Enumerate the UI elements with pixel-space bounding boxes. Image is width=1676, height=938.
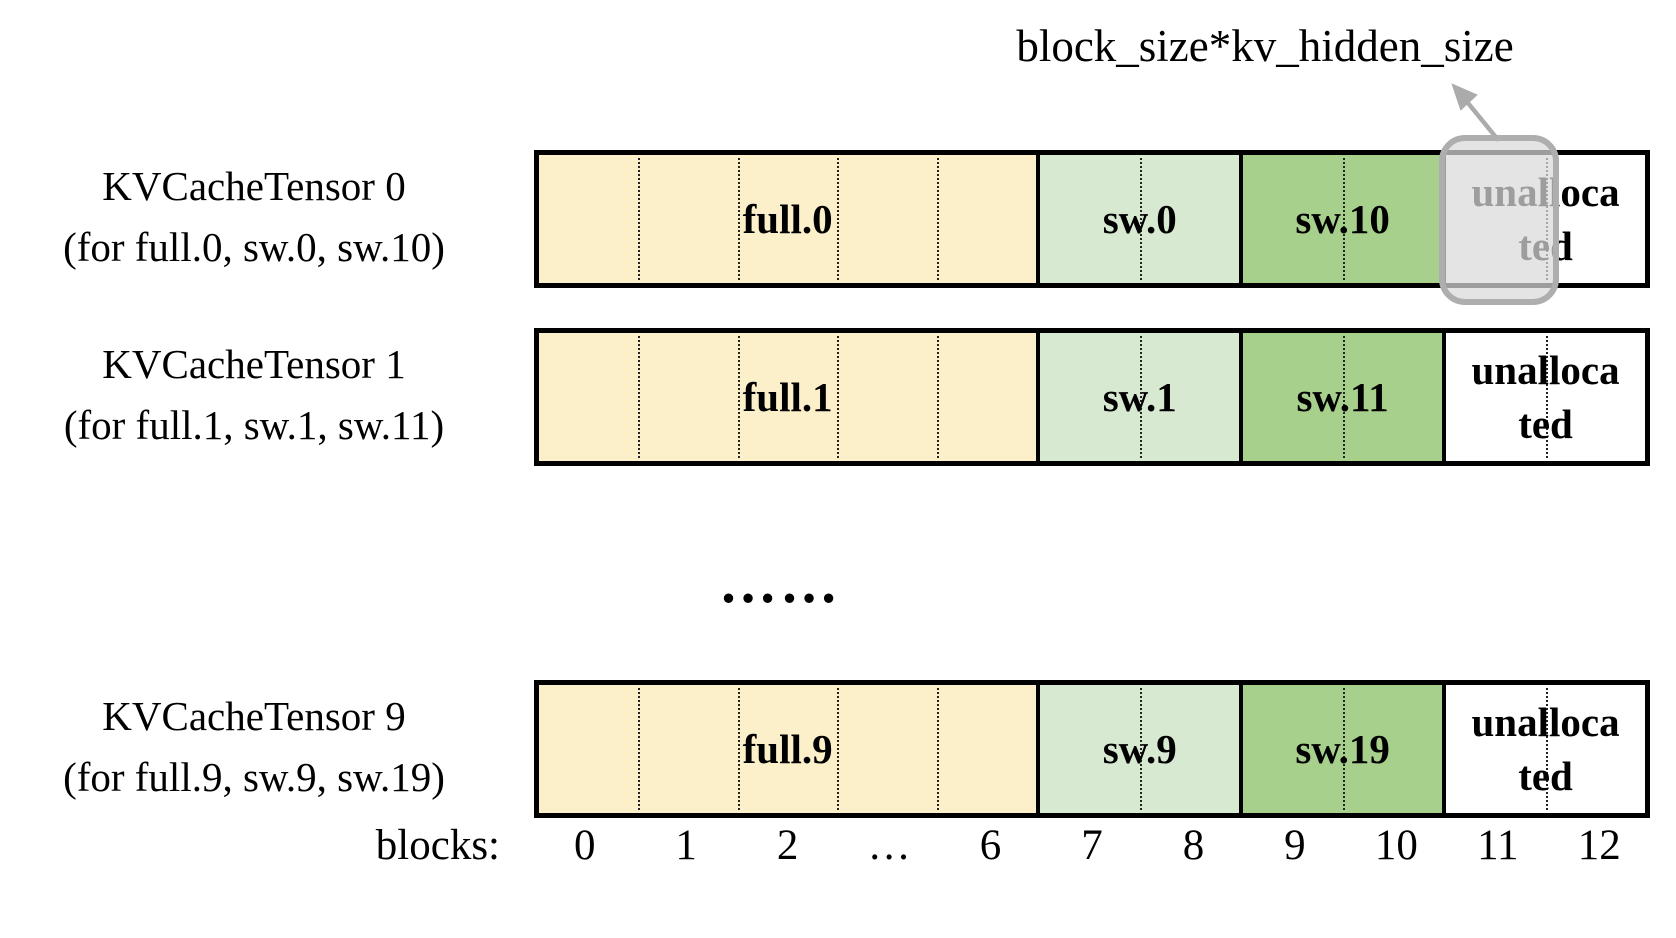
block-divider-dotted	[837, 688, 840, 810]
row-title: KVCacheTensor 0	[102, 163, 406, 209]
axis-label-block-7: 7	[1081, 822, 1103, 869]
axis-label-block-…: …	[867, 822, 911, 869]
row-label: KVCacheTensor 1 (for full.1, sw.1, sw.11)	[8, 334, 500, 456]
block-divider-dotted	[1139, 688, 1142, 810]
block-divider-dotted	[936, 158, 939, 280]
row-label: KVCacheTensor 0 (for full.0, sw.0, sw.10)	[8, 156, 500, 278]
segment-label: sw.1	[1040, 333, 1239, 461]
segment-label: sw.19	[1243, 685, 1442, 813]
block-divider-dotted	[737, 688, 740, 810]
block-divider-dotted	[1342, 336, 1345, 458]
axis-prefix-label: blocks:	[375, 822, 500, 869]
segment-label-line: sw.11	[1296, 374, 1389, 420]
segment-label: full.9	[539, 685, 1036, 813]
axis-label-block-8: 8	[1182, 822, 1205, 869]
segment-label-line: ted	[1518, 753, 1573, 799]
segment-label-line: full.0	[742, 196, 833, 242]
block-divider-dotted	[1545, 688, 1548, 810]
axis-label-block-1: 1	[675, 822, 697, 869]
block-divider-dotted	[1342, 158, 1345, 280]
segment-label-line: sw.10	[1295, 196, 1390, 242]
block-divider-dotted	[737, 158, 740, 280]
segment-label: full.1	[539, 333, 1036, 461]
segment-unallocated: unalloca ted	[1442, 333, 1645, 461]
segment-label-line: sw.9	[1102, 726, 1177, 772]
block-divider-dotted	[837, 158, 840, 280]
block-divider-dotted	[936, 336, 939, 458]
segment-label: sw.9	[1040, 685, 1239, 813]
segment-full.0: full.0	[539, 155, 1037, 283]
segment-sw.10: sw.10	[1239, 155, 1443, 283]
row-label: KVCacheTensor 9 (for full.9, sw.9, sw.19)	[8, 686, 500, 808]
segment-label: unalloca ted	[1446, 685, 1645, 813]
segment-unallocated: unalloca ted	[1442, 685, 1645, 813]
segment-label-line: full.1	[742, 374, 833, 420]
axis-label-block-6: 6	[979, 822, 1002, 869]
block-highlight	[1439, 135, 1559, 305]
axis-label-block-2: 2	[776, 822, 799, 869]
row-title: KVCacheTensor 9	[102, 693, 406, 739]
axis-label-block-12: 12	[1577, 822, 1621, 869]
block-divider-dotted	[737, 336, 740, 458]
block-divider-dotted	[936, 688, 939, 810]
segment-label-line: unalloca	[1471, 347, 1620, 393]
segment-sw.9: sw.9	[1036, 685, 1240, 813]
row-subtitle: (for full.1, sw.1, sw.11)	[63, 402, 445, 448]
segment-sw.11: sw.11	[1239, 333, 1443, 461]
row-title: KVCacheTensor 1	[102, 341, 406, 387]
rows-ellipsis: ……	[719, 550, 841, 615]
segment-label: sw.0	[1040, 155, 1239, 283]
segment-label: unalloca ted	[1446, 333, 1645, 461]
block-divider-dotted	[638, 336, 641, 458]
kv-cache-bar: full.1 sw.1 sw.11 unalloca ted	[534, 328, 1650, 466]
block-divider-dotted	[837, 336, 840, 458]
axis-label-block-10: 10	[1374, 822, 1418, 869]
segment-label-line: ted	[1518, 401, 1573, 447]
axis-label-block-9: 9	[1284, 822, 1306, 869]
segment-label: sw.11	[1243, 333, 1442, 461]
row-subtitle: (for full.9, sw.9, sw.19)	[63, 754, 445, 800]
segment-label-line: sw.0	[1102, 196, 1177, 242]
row-subtitle: (for full.0, sw.0, sw.10)	[63, 224, 445, 270]
block-size-annotation: block_size*kv_hidden_size	[1016, 21, 1514, 71]
segment-label-line: sw.19	[1295, 726, 1390, 772]
segment-label-line: unalloca	[1471, 699, 1620, 745]
block-divider-dotted	[638, 688, 641, 810]
segment-label-line: sw.1	[1102, 374, 1177, 420]
segment-label: sw.10	[1243, 155, 1442, 283]
segment-label: full.0	[539, 155, 1036, 283]
axis-label-block-11: 11	[1477, 822, 1519, 869]
block-divider-dotted	[1342, 688, 1345, 810]
block-divider-dotted	[638, 158, 641, 280]
block-divider-dotted	[1139, 336, 1142, 458]
axis-label-block-0: 0	[573, 822, 596, 869]
segment-full.9: full.9	[539, 685, 1037, 813]
kv-cache-bar: full.9 sw.9 sw.19 unalloca ted	[534, 680, 1650, 818]
segment-sw.1: sw.1	[1036, 333, 1240, 461]
segment-full.1: full.1	[539, 333, 1037, 461]
block-divider-dotted	[1545, 336, 1548, 458]
segment-sw.0: sw.0	[1036, 155, 1240, 283]
segment-sw.19: sw.19	[1239, 685, 1443, 813]
segment-label-line: full.9	[742, 726, 833, 772]
block-divider-dotted	[1139, 158, 1142, 280]
